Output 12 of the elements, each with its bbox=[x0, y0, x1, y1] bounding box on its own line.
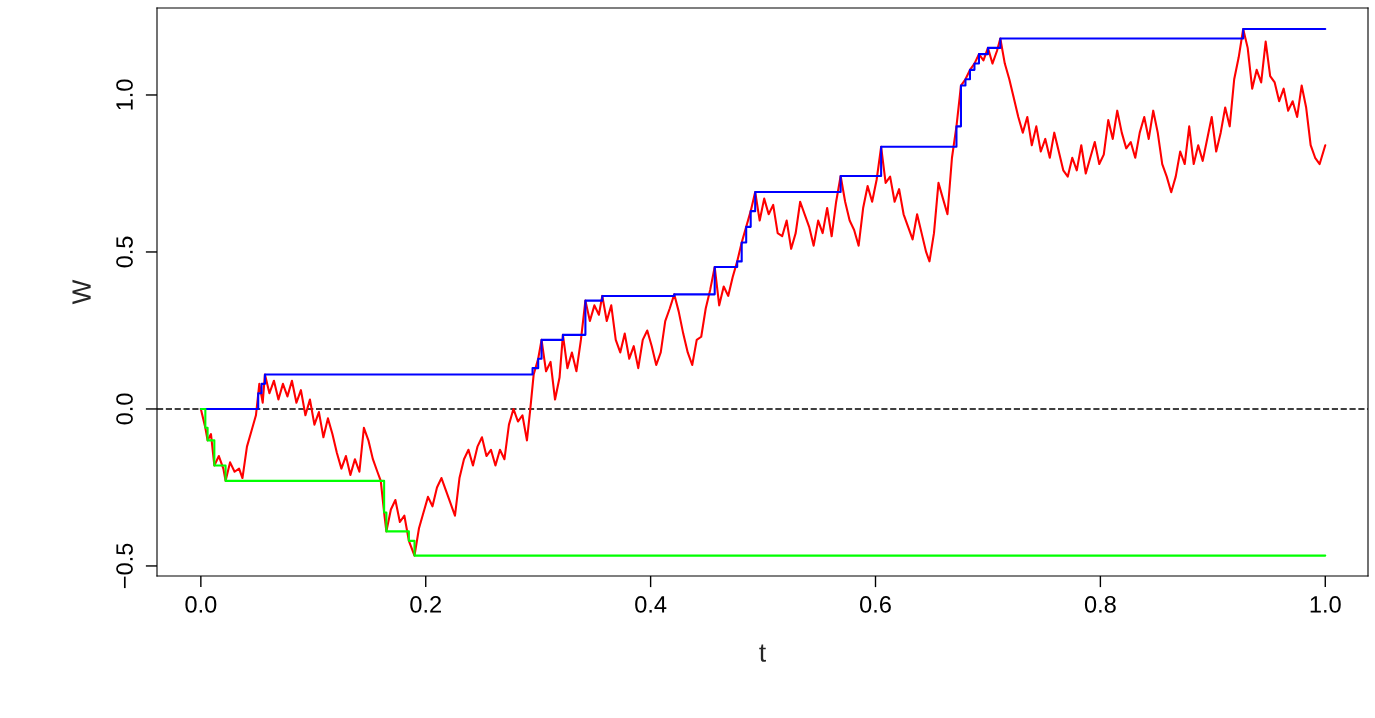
x-tick-label: 0.0 bbox=[185, 596, 217, 613]
x-axis-title: t bbox=[759, 644, 766, 662]
x-tick-label: 0.4 bbox=[635, 596, 667, 613]
y-tick-label: 0.5 bbox=[116, 236, 133, 268]
y-axis-title: W bbox=[72, 279, 91, 305]
x-tick-label: 1.0 bbox=[1310, 596, 1341, 613]
x-tick-label: 0.8 bbox=[1084, 596, 1116, 613]
x-tick-label: 0.2 bbox=[410, 596, 441, 613]
y-tick-label: −0.5 bbox=[116, 543, 133, 589]
y-tick-label: 1.0 bbox=[116, 79, 133, 110]
y-tick-label: 0.0 bbox=[116, 393, 133, 425]
x-tick-label: 0.6 bbox=[860, 596, 891, 613]
